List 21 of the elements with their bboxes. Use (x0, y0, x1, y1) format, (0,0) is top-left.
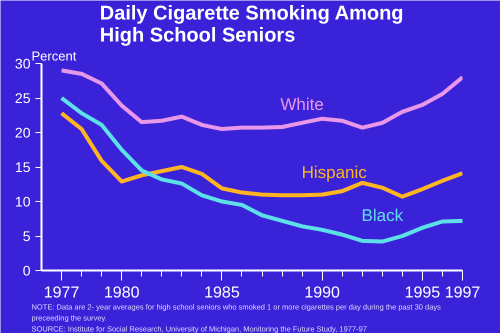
y-tick-label: 10 (14, 194, 31, 210)
x-tick-label: 1980 (104, 284, 140, 302)
series-label: Hispanic (302, 163, 368, 182)
y-tick-label: 25 (14, 90, 31, 106)
x-tick-label: 1985 (204, 284, 240, 302)
x-tick-label: 1977 (44, 284, 80, 302)
series-label: White (280, 94, 324, 114)
x-tick-label: 1997 (444, 284, 480, 302)
y-tick-label: 0 (22, 262, 31, 278)
y-tick-label: 30 (14, 56, 31, 72)
line-series (60, 111, 462, 199)
line-series (60, 68, 462, 132)
chart-title: Daily Cigarette Smoking Among High School Seniors (100, 2, 404, 46)
y-axis-title: Percent (32, 48, 77, 64)
y-tick-label: 5 (22, 228, 31, 244)
x-tick-label: 1995 (404, 284, 440, 302)
y-tick-label: 15 (14, 159, 31, 175)
y-tick-label: 20 (14, 124, 31, 140)
x-tick-label: 1990 (304, 284, 340, 302)
series-label: Black (362, 206, 404, 225)
line-series (60, 96, 462, 244)
